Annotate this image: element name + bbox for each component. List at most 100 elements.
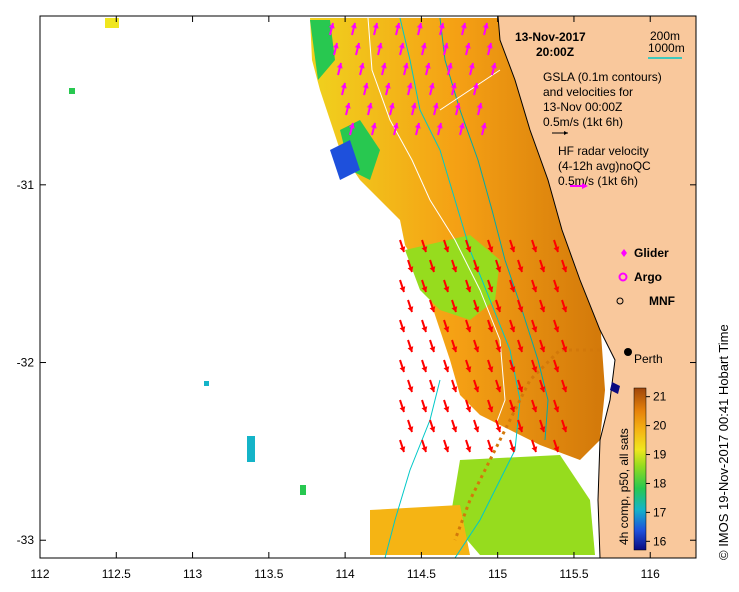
hf-arrow-head <box>384 83 391 89</box>
gsla-arrow-head <box>561 426 568 432</box>
gsla-arrow-head <box>421 326 428 332</box>
gsla-arrow-head <box>407 426 414 432</box>
gsla-arrow-head <box>495 266 502 272</box>
colorbar-ticks: 21 20 19 18 17 16 <box>646 390 667 548</box>
gsla-arrow-head <box>473 266 480 272</box>
gsla-arrow-head <box>399 246 406 252</box>
sst-patch-south-orange <box>370 505 470 555</box>
y-tick-label: -32 <box>17 356 35 370</box>
gsla-arrow-head <box>553 366 560 372</box>
gsla-arrow-head <box>451 306 458 312</box>
hf-arrow-head <box>394 23 401 29</box>
gsla-arrow-head <box>561 266 568 272</box>
gsla-arrow-head <box>531 246 538 252</box>
gsla-arrow-head <box>465 446 472 452</box>
gsla-arrow-head <box>531 446 538 452</box>
gsla-arrow-head <box>451 266 458 272</box>
sst-speck <box>300 485 306 495</box>
hf-arrow-head <box>420 43 427 49</box>
x-tick-label: 113.5 <box>254 567 283 581</box>
gsla-arrow-head <box>399 446 406 452</box>
hf-arrow-head <box>350 23 357 29</box>
hf-note-line3: 0.5m/s (1kt 6h) <box>558 174 638 188</box>
hf-arrow-head <box>406 83 413 89</box>
gsla-arrow-head <box>465 286 472 292</box>
colorbar-tick-label: 20 <box>653 419 667 433</box>
title-date: 13-Nov-2017 <box>515 30 586 44</box>
hf-arrow-head <box>398 43 405 49</box>
gsla-arrow-head <box>539 306 546 312</box>
gsla-arrow-head <box>399 286 406 292</box>
gsla-arrow-head <box>509 446 516 452</box>
hf-arrow-head <box>482 23 489 29</box>
gsla-contour <box>439 69 501 111</box>
gsla-contour <box>367 17 506 441</box>
depth-label-1000: 1000m <box>648 41 685 55</box>
gsla-arrow-head <box>517 386 524 392</box>
gsla-arrow-head <box>539 386 546 392</box>
gsla-arrow-head <box>487 406 494 412</box>
gsla-arrow-head <box>553 246 560 252</box>
gsla-arrow-head <box>539 266 546 272</box>
gsla-arrow-head <box>429 306 436 312</box>
hf-note-line2: (4-12h avg)noQC <box>558 159 651 173</box>
x-tick-label: 112.5 <box>102 567 131 581</box>
hf-arrow-head <box>438 23 445 29</box>
gsla-arrow-head <box>443 246 450 252</box>
gsla-arrow-head <box>429 386 436 392</box>
gsla-arrow-head <box>465 366 472 372</box>
gsla-note-line2: and velocities for <box>543 85 633 99</box>
colorbar-title: 4h comp, p50, all sats <box>617 428 631 545</box>
gsla-scale-arrowhead <box>564 131 568 135</box>
perth-marker <box>624 348 632 356</box>
gsla-arrow-head <box>451 426 458 432</box>
gsla-arrow-head <box>487 366 494 372</box>
hf-arrow-head <box>460 23 467 29</box>
glider-track <box>453 348 600 541</box>
legend-argo: Argo <box>634 270 662 284</box>
sst-speck <box>69 88 75 94</box>
gsla-arrow-head <box>487 446 494 452</box>
gsla-arrow-head <box>531 366 538 372</box>
colorbar-tick-label: 18 <box>653 476 667 490</box>
gsla-arrow-head <box>561 306 568 312</box>
hf-arrow-head <box>424 63 431 69</box>
gsla-arrow-head <box>487 246 494 252</box>
x-axis: 112 112.5 113 113.5 114 114.5 115 115.5 116 <box>30 16 660 581</box>
gsla-arrow-head <box>443 446 450 452</box>
gsla-arrow-head <box>553 286 560 292</box>
colorbar-tick-label: 19 <box>653 448 667 462</box>
gsla-arrow-head <box>553 446 560 452</box>
gsla-arrow-head <box>487 326 494 332</box>
hf-arrow-head <box>376 43 383 49</box>
legend-mnf: MNF <box>649 294 675 308</box>
gsla-arrow-head <box>509 286 516 292</box>
gsla-arrow-head <box>443 406 450 412</box>
hf-arrow-head <box>344 103 351 109</box>
x-tick-label: 116 <box>641 567 660 581</box>
hf-arrow-head <box>428 83 435 89</box>
hf-arrow-head <box>432 103 439 109</box>
gsla-arrow-head <box>495 346 502 352</box>
hf-arrow-head <box>410 103 417 109</box>
gsla-arrow-head <box>531 406 538 412</box>
hf-arrow-head <box>476 103 483 109</box>
gsla-arrow-head <box>539 426 546 432</box>
sst-patch-south-green <box>450 455 595 555</box>
x-tick-label: 113 <box>183 567 202 581</box>
gsla-arrow-head <box>451 386 458 392</box>
y-tick-label: -31 <box>17 178 35 192</box>
sst-speck <box>247 436 255 462</box>
gsla-arrow-head <box>509 366 516 372</box>
gsla-arrow-head <box>509 326 516 332</box>
hf-arrow-head <box>366 103 373 109</box>
sst-patch-cold <box>330 140 360 180</box>
gsla-arrow-head <box>465 246 472 252</box>
x-tick-label: 115.5 <box>559 567 588 581</box>
gsla-arrow-head <box>399 406 406 412</box>
argo-symbol <box>618 272 628 282</box>
hf-arrow-head <box>358 63 365 69</box>
gsla-arrow-head <box>473 346 480 352</box>
hf-arrow-head <box>348 123 355 129</box>
hf-arrow-head <box>486 43 493 49</box>
